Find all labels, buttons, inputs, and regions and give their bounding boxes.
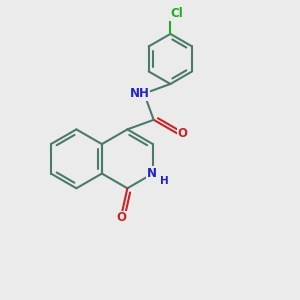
Text: O: O	[177, 127, 187, 140]
Text: NH: NH	[130, 87, 150, 100]
Text: O: O	[116, 211, 127, 224]
Text: H: H	[160, 176, 169, 186]
Text: N: N	[146, 167, 156, 180]
Text: Cl: Cl	[170, 7, 183, 20]
